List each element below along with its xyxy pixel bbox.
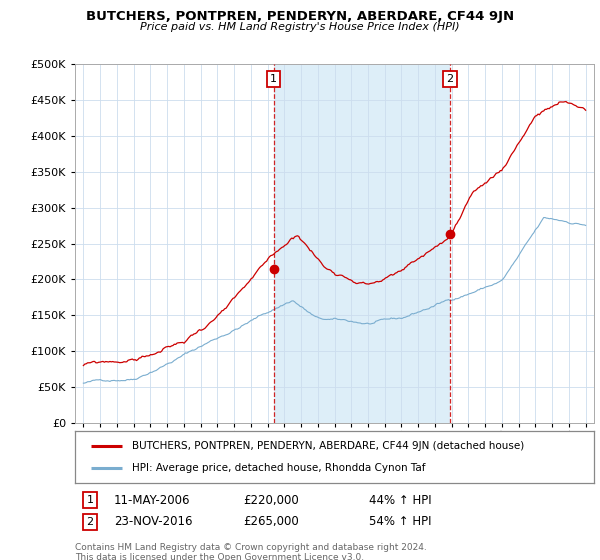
Text: 1: 1 (270, 74, 277, 84)
Text: This data is licensed under the Open Government Licence v3.0.: This data is licensed under the Open Gov… (75, 553, 364, 560)
Text: £220,000: £220,000 (243, 493, 299, 507)
Text: Contains HM Land Registry data © Crown copyright and database right 2024.: Contains HM Land Registry data © Crown c… (75, 543, 427, 552)
Text: 11-MAY-2006: 11-MAY-2006 (114, 493, 191, 507)
Text: 2: 2 (86, 517, 94, 527)
Text: HPI: Average price, detached house, Rhondda Cynon Taf: HPI: Average price, detached house, Rhon… (132, 463, 425, 473)
Text: 2: 2 (446, 74, 454, 84)
Text: BUTCHERS, PONTPREN, PENDERYN, ABERDARE, CF44 9JN: BUTCHERS, PONTPREN, PENDERYN, ABERDARE, … (86, 10, 514, 23)
Text: 54% ↑ HPI: 54% ↑ HPI (369, 515, 431, 529)
Text: Price paid vs. HM Land Registry's House Price Index (HPI): Price paid vs. HM Land Registry's House … (140, 22, 460, 32)
Text: 1: 1 (86, 495, 94, 505)
Text: 44% ↑ HPI: 44% ↑ HPI (369, 493, 431, 507)
Text: 23-NOV-2016: 23-NOV-2016 (114, 515, 193, 529)
Text: BUTCHERS, PONTPREN, PENDERYN, ABERDARE, CF44 9JN (detached house): BUTCHERS, PONTPREN, PENDERYN, ABERDARE, … (132, 441, 524, 451)
Bar (274, 64, 450, 423)
Text: £265,000: £265,000 (243, 515, 299, 529)
